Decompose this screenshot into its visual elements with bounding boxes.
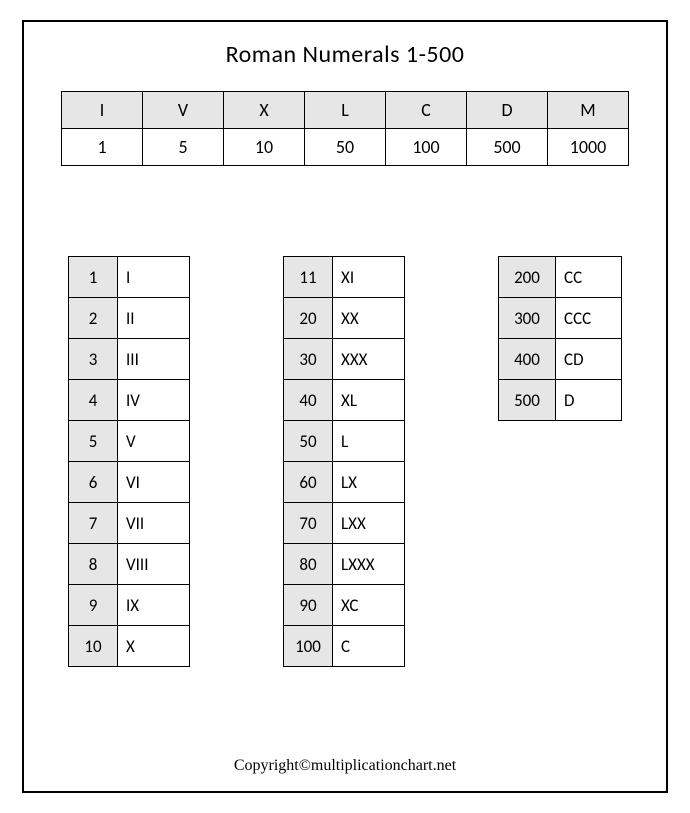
tables-row: 1I 2II 3III 4IV 5V 6VI 7VII 8VIII 9IX 10… [24,256,666,667]
roman-cell: II [118,298,190,339]
ref-symbol-cell: I [62,92,143,129]
table-row: 70LXX [284,503,405,544]
number-cell: 4 [69,380,118,421]
number-cell: 1 [69,257,118,298]
table-row: 3III [69,339,190,380]
table-row: 4IV [69,380,190,421]
roman-cell: XI [333,257,405,298]
table-row: 11XI [284,257,405,298]
table-row: 90XC [284,585,405,626]
roman-cell: X [118,626,190,667]
number-cell: 20 [284,298,333,339]
roman-cell: XXX [333,339,405,380]
table-row: 200CC [499,257,622,298]
roman-cell: C [333,626,405,667]
roman-cell: CC [556,257,622,298]
roman-cell: IV [118,380,190,421]
number-cell: 30 [284,339,333,380]
table-row: 300CCC [499,298,622,339]
number-cell: 400 [499,339,556,380]
roman-cell: L [333,421,405,462]
roman-cell: I [118,257,190,298]
roman-cell: D [556,380,622,421]
roman-cell: LXXX [333,544,405,585]
number-cell: 200 [499,257,556,298]
ref-symbol-cell: D [467,92,548,129]
table-row: 7VII [69,503,190,544]
reference-row-values: 1 5 10 50 100 500 1000 [62,129,629,166]
table-row: 1I [69,257,190,298]
number-cell: 500 [499,380,556,421]
roman-cell: XX [333,298,405,339]
number-cell: 7 [69,503,118,544]
number-cell: 2 [69,298,118,339]
numeral-table-1: 1I 2II 3III 4IV 5V 6VI 7VII 8VIII 9IX 10… [68,256,190,667]
ref-symbol-cell: X [224,92,305,129]
ref-value-cell: 500 [467,129,548,166]
roman-cell: III [118,339,190,380]
number-cell: 9 [69,585,118,626]
document-frame: Roman Numerals 1-500 I V X L C D M 1 5 1… [22,20,668,793]
ref-value-cell: 50 [305,129,386,166]
table-row: 9IX [69,585,190,626]
reference-row-symbols: I V X L C D M [62,92,629,129]
ref-value-cell: 1000 [548,129,629,166]
number-cell: 6 [69,462,118,503]
ref-symbol-cell: L [305,92,386,129]
ref-symbol-cell: M [548,92,629,129]
table-row: 20XX [284,298,405,339]
number-cell: 40 [284,380,333,421]
table-row: 400CD [499,339,622,380]
ref-value-cell: 100 [386,129,467,166]
table-row: 500D [499,380,622,421]
number-cell: 50 [284,421,333,462]
table-row: 2II [69,298,190,339]
table-row: 6VI [69,462,190,503]
number-cell: 10 [69,626,118,667]
number-cell: 90 [284,585,333,626]
table-row: 30XXX [284,339,405,380]
roman-cell: IX [118,585,190,626]
number-cell: 70 [284,503,333,544]
page-title: Roman Numerals 1-500 [24,40,666,69]
table-row: 80LXXX [284,544,405,585]
roman-cell: V [118,421,190,462]
table-row: 10X [69,626,190,667]
ref-symbol-cell: C [386,92,467,129]
numeral-table-2: 11XI 20XX 30XXX 40XL 50L 60LX 70LXX 80LX… [283,256,405,667]
table-row: 8VIII [69,544,190,585]
table-row: 5V [69,421,190,462]
ref-value-cell: 1 [62,129,143,166]
numeral-table-3: 200CC 300CCC 400CD 500D [498,256,622,421]
number-cell: 8 [69,544,118,585]
table-row: 100C [284,626,405,667]
roman-cell: XC [333,585,405,626]
number-cell: 60 [284,462,333,503]
number-cell: 11 [284,257,333,298]
roman-cell: CD [556,339,622,380]
roman-cell: CCC [556,298,622,339]
roman-cell: LX [333,462,405,503]
roman-cell: VII [118,503,190,544]
roman-cell: XL [333,380,405,421]
ref-symbol-cell: V [143,92,224,129]
number-cell: 300 [499,298,556,339]
number-cell: 100 [284,626,333,667]
page: Roman Numerals 1-500 I V X L C D M 1 5 1… [0,0,690,813]
copyright-text: Copyright©multiplicationchart.net [24,757,666,775]
table-row: 60LX [284,462,405,503]
roman-cell: LXX [333,503,405,544]
number-cell: 80 [284,544,333,585]
number-cell: 5 [69,421,118,462]
reference-table: I V X L C D M 1 5 10 50 100 500 1000 [61,91,629,166]
table-row: 50L [284,421,405,462]
roman-cell: VIII [118,544,190,585]
roman-cell: VI [118,462,190,503]
ref-value-cell: 5 [143,129,224,166]
ref-value-cell: 10 [224,129,305,166]
number-cell: 3 [69,339,118,380]
table-row: 40XL [284,380,405,421]
